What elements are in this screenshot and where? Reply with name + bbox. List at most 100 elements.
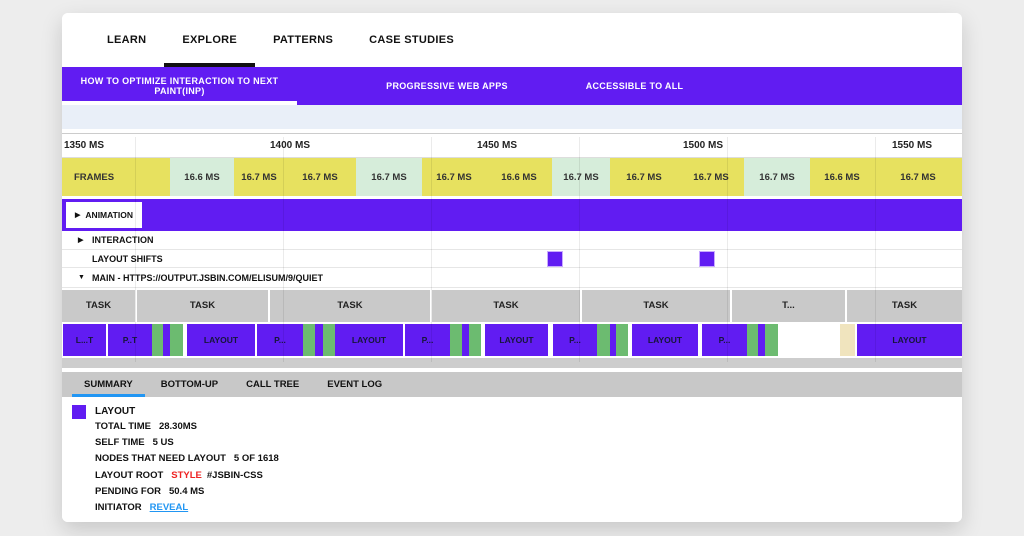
layout-shifts-track[interactable]: LAYOUT SHIFTS: [62, 250, 962, 268]
flame-event-block[interactable]: LAYOUT: [485, 324, 548, 356]
flame-event-block[interactable]: LAYOUT: [632, 324, 698, 356]
frame-cell[interactable]: FRAMES: [62, 158, 126, 196]
flame-event-block[interactable]: LAYOUT: [187, 324, 255, 356]
flame-green-segment[interactable]: [765, 324, 778, 356]
frame-cell[interactable]: 16.7 MS: [552, 158, 610, 196]
summary-row-initiator: INITIATOR REVEAL: [95, 500, 962, 516]
frame-cell[interactable]: 16.7 MS: [422, 158, 486, 196]
main-thread-track[interactable]: ▼ MAIN - HTTPS://OUTPUT.JSBIN.COM/ELISUM…: [62, 268, 962, 288]
flame-event-block[interactable]: LAYOUT: [857, 324, 962, 356]
ruler-tick-label: 1500 MS: [682, 140, 724, 151]
frame-cell[interactable]: 16.6 MS: [486, 158, 552, 196]
summary-row-self-time: SELF TIME 5 US: [95, 435, 962, 451]
reveal-link[interactable]: REVEAL: [149, 502, 189, 514]
task-segment[interactable]: TASK: [432, 290, 580, 322]
task-segment[interactable]: TASK: [62, 290, 135, 322]
flame-event-block[interactable]: P..T: [108, 324, 152, 356]
flame-event-block[interactable]: P...: [257, 324, 303, 356]
summary-label: LAYOUT ROOT: [95, 469, 164, 481]
flame-thin-segment[interactable]: [163, 324, 170, 356]
frame-cell[interactable]: 16.7 MS: [356, 158, 422, 196]
task-segment[interactable]: T...: [732, 290, 845, 322]
flame-thin-segment[interactable]: [462, 324, 469, 356]
nav-tab-learn[interactable]: LEARN: [107, 34, 147, 46]
flame-event-block[interactable]: P...: [405, 324, 450, 356]
nav-tab-case-studies[interactable]: CASE STUDIES: [369, 34, 455, 46]
flame-green-segment[interactable]: [450, 324, 462, 356]
flame-event-block[interactable]: LAYOUT: [335, 324, 403, 356]
summary-row-total-time: TOTAL TIME 28.30MS: [95, 419, 962, 435]
task-track: TASK TASK TASK TASK TASK T... TASK: [62, 290, 962, 322]
task-segment[interactable]: TASK: [582, 290, 730, 322]
interaction-track[interactable]: ▶ INTERACTION: [62, 231, 962, 250]
summary-value: 28.30MS: [158, 421, 197, 432]
frame-cell[interactable]: 16.7 MS: [744, 158, 810, 196]
flame-event-block[interactable]: P...: [553, 324, 597, 356]
layout-shift-marker[interactable]: [548, 252, 562, 266]
flame-event-block[interactable]: L...T: [63, 324, 106, 356]
flame-green-segment[interactable]: [469, 324, 481, 356]
summary-row-nodes: NODES THAT NEED LAYOUT 5 OF 1618: [95, 451, 962, 467]
summary-label: PENDING FOR: [95, 485, 161, 497]
nav-tab-explore[interactable]: EXPLORE: [164, 13, 256, 67]
summary-row-pending: PENDING FOR 50.4 MS: [95, 484, 962, 500]
tab-event-log[interactable]: EVENT LOG: [327, 379, 383, 390]
details-tabbar: SUMMARY BOTTOM-UP CALL TREE EVENT LOG: [62, 372, 962, 397]
frame-cell[interactable]: 16.7 MS: [874, 158, 962, 196]
frame-cell[interactable]: 16.7 MS: [678, 158, 744, 196]
flame-green-segment[interactable]: [303, 324, 315, 356]
task-segment[interactable]: TASK: [847, 290, 962, 322]
frame-cell[interactable]: 16.7 MS: [234, 158, 284, 196]
tab-summary[interactable]: SUMMARY: [70, 372, 147, 397]
flame-beige-segment[interactable]: [840, 324, 855, 356]
flame-green-segment[interactable]: [323, 324, 335, 356]
topic-nav: HOW TO OPTIMIZE INTERACTION TO NEXT PAIN…: [62, 67, 962, 105]
flame-thin-segment[interactable]: [610, 324, 616, 356]
frame-cell[interactable]: 16.7 MS: [284, 158, 356, 196]
nav-tab-patterns[interactable]: PATTERNS: [273, 34, 334, 46]
flame-thin-segment[interactable]: [315, 324, 323, 356]
topic-tab-accessible-to-all[interactable]: ACCESSIBLE TO ALL: [585, 81, 684, 91]
row-divider: [62, 196, 962, 199]
ruler-tick-label: 1450 MS: [476, 140, 518, 151]
flame-thin-segment[interactable]: [758, 324, 765, 356]
tab-bottom-up[interactable]: BOTTOM-UP: [160, 379, 219, 390]
task-segment[interactable]: TASK: [270, 290, 430, 322]
ruler-tick-label: 1400 MS: [269, 140, 311, 151]
main-thread-lane-label: MAIN - HTTPS://OUTPUT.JSBIN.COM/ELISUM/9…: [92, 272, 324, 283]
devtools-performance-card: LEARN EXPLORE PATTERNS CASE STUDIES HOW …: [62, 13, 962, 522]
collapse-arrow-icon[interactable]: ▼: [78, 274, 85, 281]
layout-shift-marker[interactable]: [700, 252, 714, 266]
animation-track[interactable]: ▶ ANIMATION: [62, 199, 962, 231]
frame-cell[interactable]: 16.7 MS: [610, 158, 678, 196]
flame-chart: L...T P..T LAYOUT P... LAYOUT P... LAYOUT P... L…: [62, 322, 962, 358]
flame-green-segment[interactable]: [747, 324, 758, 356]
tab-call-tree[interactable]: CALL TREE: [246, 379, 300, 390]
summary-value: 5 US: [152, 437, 174, 449]
topic-tab-progressive-web-apps[interactable]: PROGRESSIVE WEB APPS: [386, 81, 508, 91]
frame-cell[interactable]: 16.6 MS: [170, 158, 234, 196]
flame-event-block[interactable]: P...: [702, 324, 747, 356]
expand-arrow-icon[interactable]: ▶: [78, 236, 84, 244]
frame-cell-empty[interactable]: [126, 158, 170, 196]
overview-strip: [62, 358, 962, 368]
layout-shifts-lane-label: LAYOUT SHIFTS: [92, 253, 163, 264]
flame-green-segment[interactable]: [616, 324, 628, 356]
animation-expand-button[interactable]: ▶ ANIMATION: [66, 202, 142, 228]
flame-green-segment[interactable]: [597, 324, 610, 356]
frames-track: FRAMES 16.6 MS 16.7 MS 16.7 MS 16.7 MS 16.7 M…: [62, 158, 962, 196]
task-segment[interactable]: TASK: [137, 290, 268, 322]
topic-tab-optimize-inp[interactable]: HOW TO OPTIMIZE INTERACTION TO NEXT PAIN…: [62, 67, 297, 105]
frame-cell[interactable]: 16.6 MS: [810, 158, 874, 196]
summary-legend: LAYOUT: [72, 404, 962, 419]
flame-green-segment[interactable]: [170, 324, 183, 356]
site-nav: LEARN EXPLORE PATTERNS CASE STUDIES: [62, 13, 962, 67]
flame-green-segment[interactable]: [152, 324, 163, 356]
ruler-tick-label: 1550 MS: [891, 140, 933, 151]
timeline-ruler[interactable]: 1350 MS 1400 MS 1450 MS 1500 MS 1550 MS: [62, 133, 962, 158]
animation-lane-label: ANIMATION: [85, 210, 133, 220]
summary-label: SELF TIME: [95, 437, 145, 449]
summary-value: #JSBIN-CSS: [206, 469, 263, 481]
row-divider: [62, 288, 962, 290]
summary-label: TOTAL TIME: [95, 421, 151, 432]
